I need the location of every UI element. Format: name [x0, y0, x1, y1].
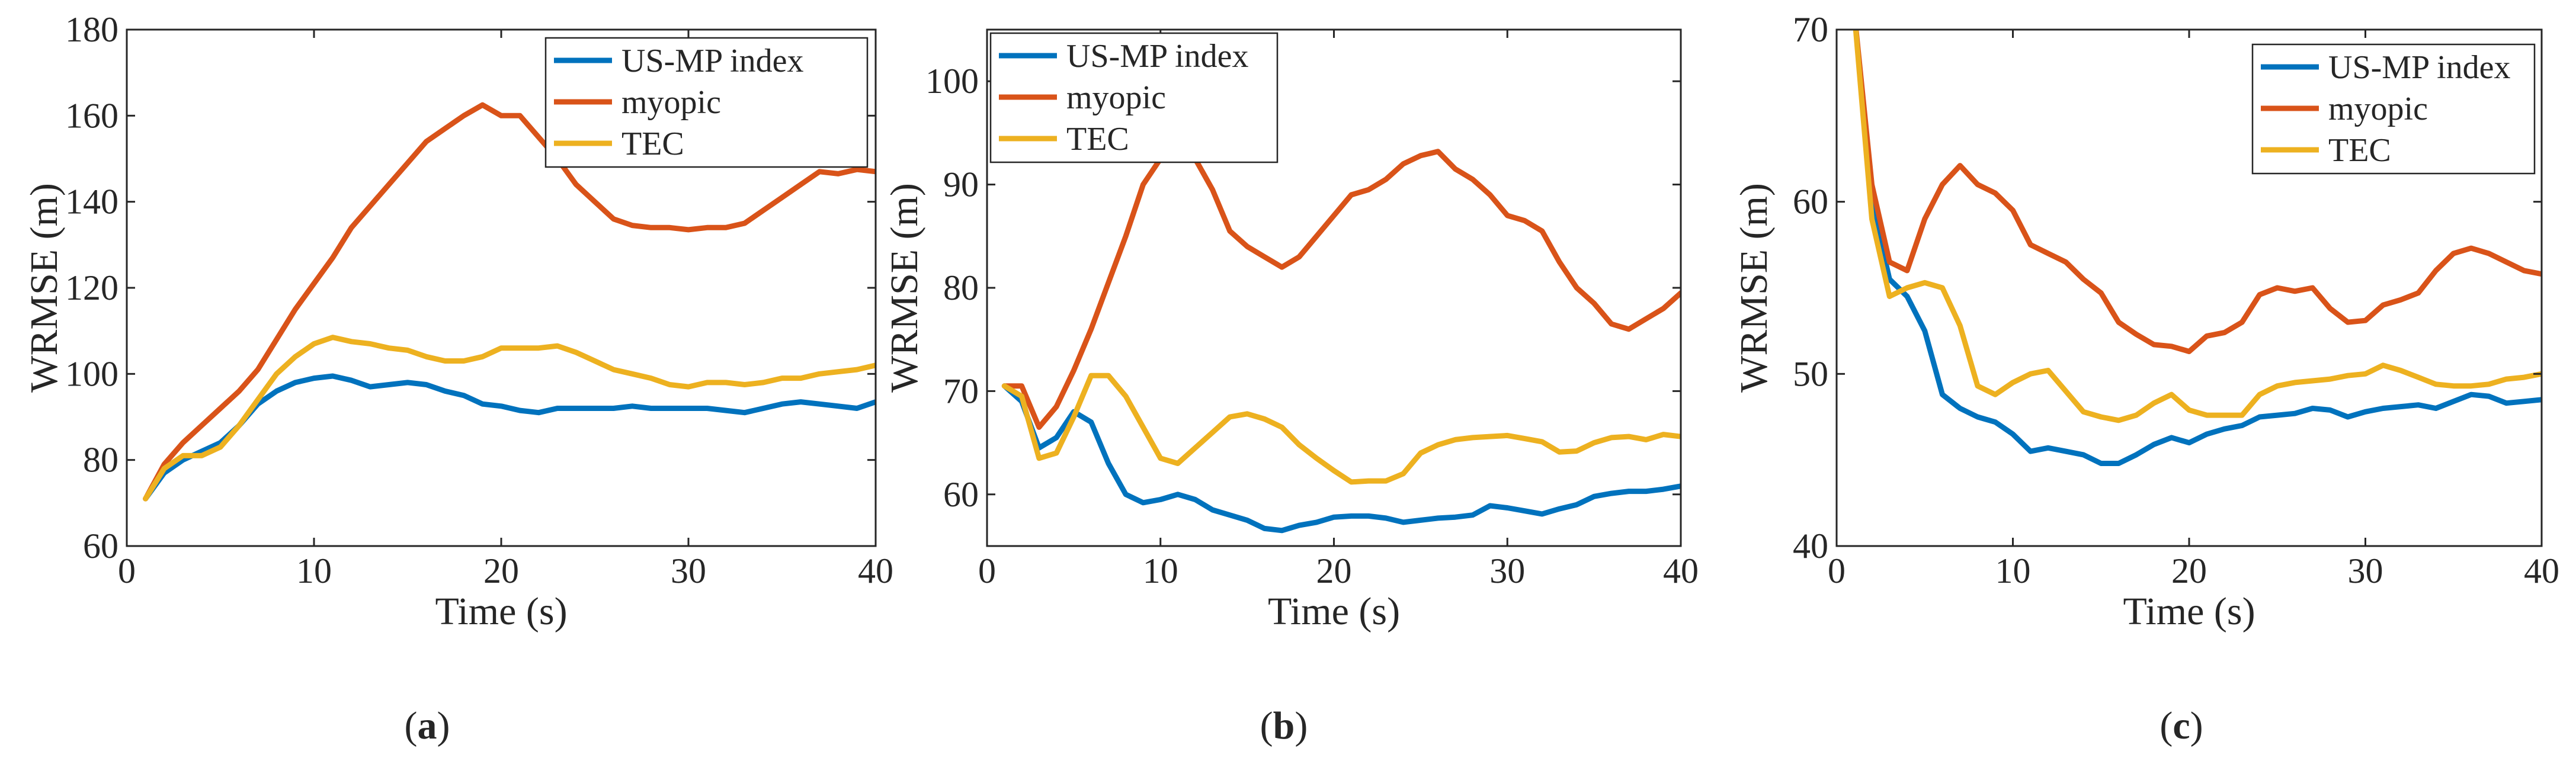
series-line-us-mp-index	[1001, 383, 1681, 534]
x-axis-label: Time (s)	[435, 590, 567, 633]
x-tick-label: 10	[296, 551, 332, 590]
series-line-us-mp-index	[143, 373, 876, 502]
y-tick-label: 40	[1793, 526, 1828, 566]
y-tick-label: 140	[65, 182, 118, 221]
y-tick-label: 60	[83, 526, 118, 566]
x-tick-label: 30	[2348, 551, 2383, 590]
x-tick-label: 40	[2524, 551, 2559, 590]
x-tick-label: 30	[671, 551, 706, 590]
legend-entry: myopic	[621, 84, 721, 121]
y-axis-label: WRMSE (m)	[23, 183, 66, 393]
y-tick-label: 60	[1793, 182, 1828, 221]
y-tick-label: 100	[925, 62, 979, 101]
x-tick-label: 10	[1995, 551, 2031, 590]
panel-caption: (a)	[405, 704, 450, 747]
chart-panel-c: 0 10 20 30 40 40 50 60 70 Time (s) WRMSE (m) US-MP …	[1732, 10, 2559, 747]
series-line-myopic	[1001, 146, 1681, 430]
y-axis-label: WRMSE (m)	[1732, 183, 1776, 393]
x-tick-label: 20	[483, 551, 519, 590]
legend-entry: TEC	[621, 126, 684, 162]
y-tick-label: 70	[1793, 10, 1828, 49]
y-tick-label: 80	[943, 268, 979, 307]
y-tick-label: 70	[943, 371, 979, 410]
series-line-tec	[143, 335, 876, 502]
x-tick-label: 40	[1663, 551, 1699, 590]
x-tick-label: 10	[1143, 551, 1178, 590]
chart-panel-b: 0 10 20 30 40 60 70 80 90 100 Time (s) WRMSE (m) US-…	[883, 28, 1699, 747]
legend: US-MP index myopic TEC	[544, 37, 869, 168]
series-line-myopic	[1853, 30, 2542, 354]
legend: US-MP index myopic TEC	[989, 32, 1279, 163]
y-tick-label: 80	[83, 441, 118, 480]
y-tick-label: 90	[943, 165, 979, 204]
series-line-tec	[1853, 30, 2542, 423]
y-tick-label: 180	[65, 10, 118, 49]
legend-entry: US-MP index	[1066, 38, 1249, 75]
y-tick-label: 120	[65, 268, 118, 307]
series-line-us-mp-index	[1853, 30, 2542, 466]
legend-entry: US-MP index	[621, 43, 804, 79]
x-tick-label: 0	[1828, 551, 1846, 590]
series-line-myopic	[143, 102, 876, 502]
x-axis-label: Time (s)	[2123, 590, 2255, 633]
legend-entry: myopic	[1066, 79, 1166, 116]
legend-entry: TEC	[2328, 132, 2391, 169]
chart-panel-a: 0 10 20 30 40 60 80 100 120 140 160 180 Time (s) WRMS…	[23, 10, 893, 747]
x-tick-label: 0	[118, 551, 136, 590]
y-tick-label: 60	[943, 475, 979, 514]
legend-entry: myopic	[2328, 91, 2428, 127]
y-tick-label: 160	[65, 96, 118, 135]
y-axis-label: WRMSE (m)	[883, 183, 926, 393]
x-tick-label: 20	[2171, 551, 2207, 590]
y-tick-label: 50	[1793, 354, 1828, 393]
x-tick-label: 0	[978, 551, 996, 590]
x-tick-label: 20	[1316, 551, 1352, 590]
x-tick-label: 40	[858, 551, 893, 590]
legend: US-MP index myopic TEC	[2251, 43, 2536, 175]
legend-entry: US-MP index	[2328, 49, 2511, 86]
panel-caption: (c)	[2160, 704, 2203, 747]
legend-entry: TEC	[1066, 121, 1129, 158]
x-tick-label: 30	[1489, 551, 1525, 590]
x-axis-label: Time (s)	[1268, 590, 1400, 633]
series-line-tec	[1001, 373, 1681, 485]
y-tick-label: 100	[65, 354, 118, 393]
panel-caption: (b)	[1260, 704, 1308, 747]
